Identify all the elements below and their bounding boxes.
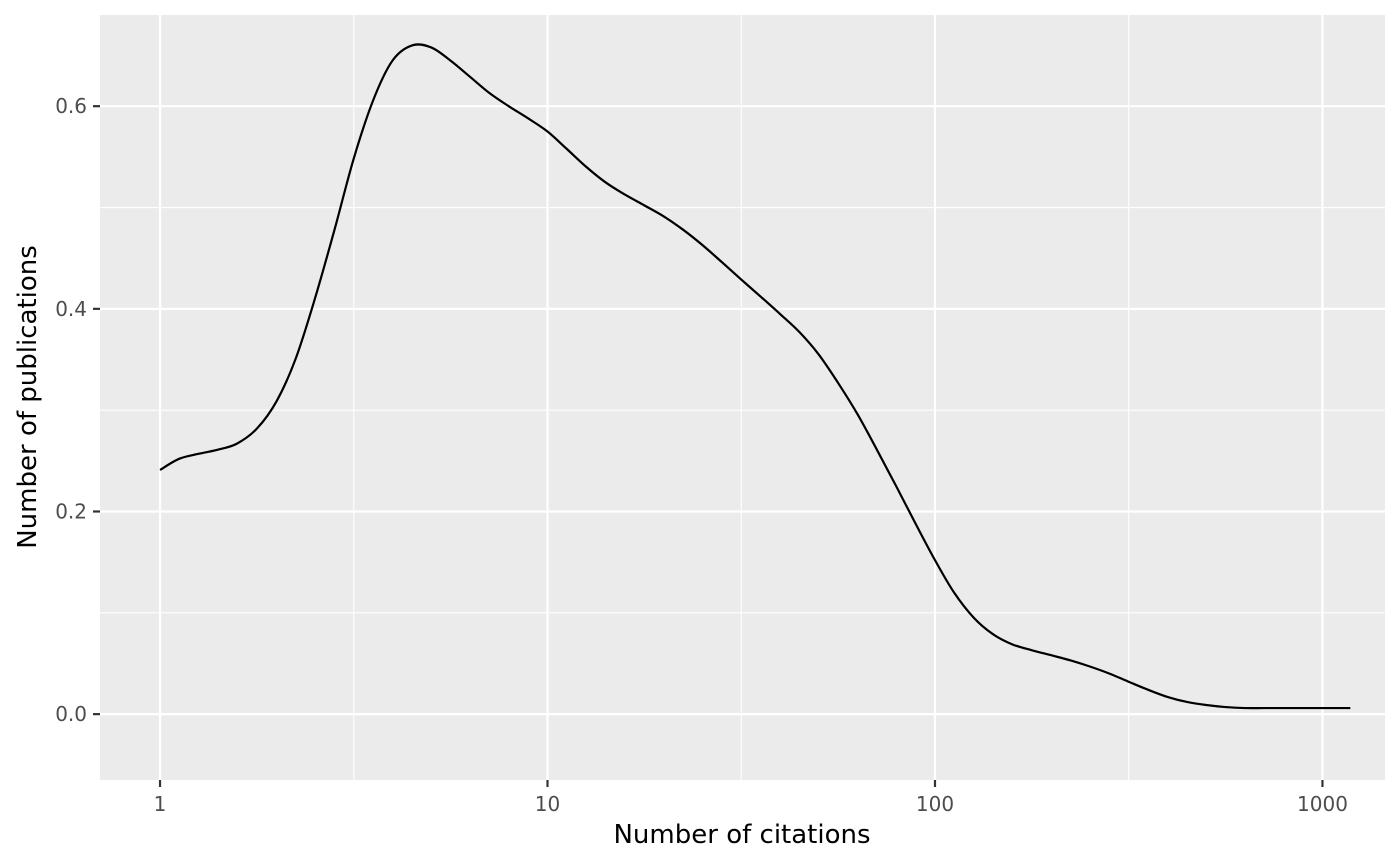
y-tick-label: 0.6 [55, 94, 87, 118]
y-axis-ticks: 0.0 0.2 0.4 0.6 [55, 94, 100, 726]
x-tick-label: 100 [916, 792, 954, 816]
density-line [159, 43, 1351, 710]
y-axis-title: Number of publications [13, 245, 43, 549]
x-axis-title: Number of citations [613, 820, 870, 850]
x-tick-label: 1000 [1297, 792, 1348, 816]
x-tick-label: 1 [154, 792, 167, 816]
grid-minor [100, 15, 1385, 780]
x-tick-label: 10 [535, 792, 560, 816]
y-tick-label: 0.2 [55, 499, 87, 523]
y-tick-label: 0.0 [55, 702, 87, 726]
plot-panel [100, 15, 1385, 780]
x-axis-ticks: 1 10 100 1000 [154, 780, 1348, 816]
y-tick-label: 0.4 [55, 297, 87, 321]
grid-major [100, 15, 1385, 780]
